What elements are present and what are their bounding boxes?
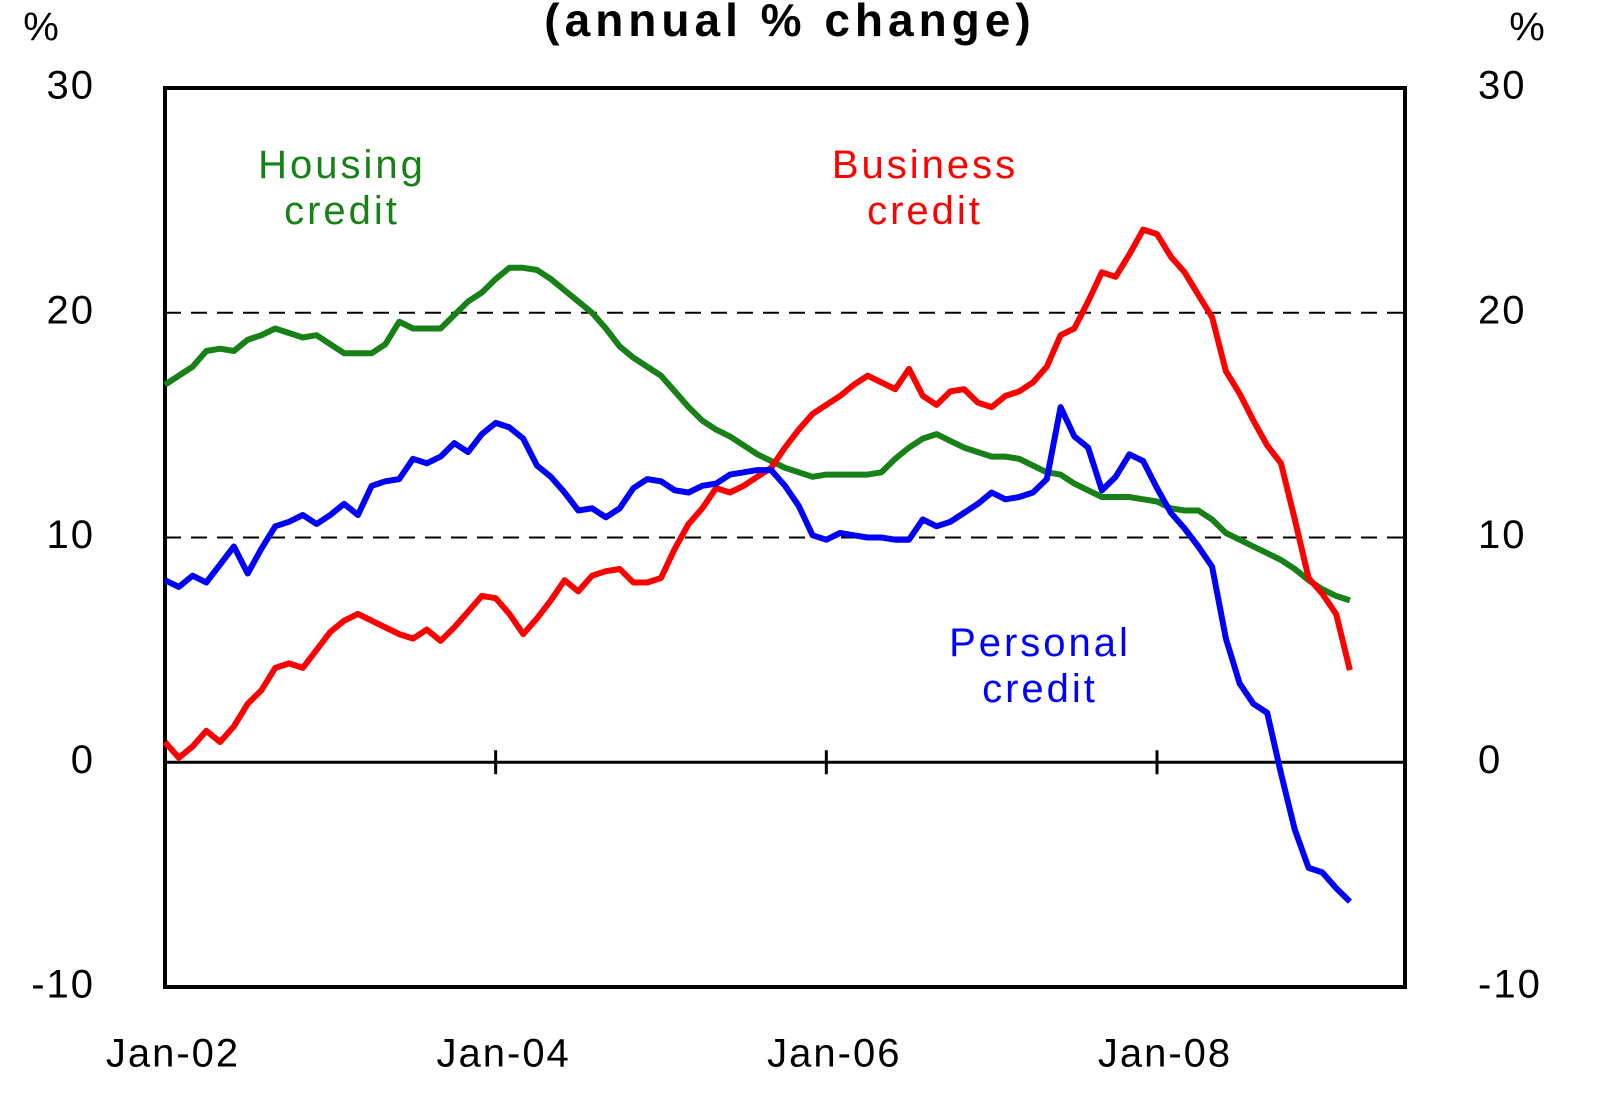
series-label: Business credit (831, 143, 1019, 233)
y2-tick-label: 30 (1478, 64, 1527, 108)
chart-title: (annual % change) (544, 0, 1035, 46)
y-tick-label: 30 (47, 64, 96, 108)
plot-border (163, 86, 1407, 989)
y2-tick-label: -10 (1478, 963, 1542, 1007)
x-tick-label: Jan-04 (437, 1032, 571, 1076)
x-tick-label: Jan-06 (767, 1032, 901, 1076)
series-line (163, 264, 1351, 604)
y2-axis-label: % (1509, 6, 1547, 50)
x-tick-label: Jan-08 (1098, 1032, 1232, 1076)
y-axis-label: % (23, 6, 61, 50)
series-line (162, 226, 1353, 761)
y-tick-label: 20 (47, 288, 96, 332)
y2-tick-label: 20 (1478, 288, 1527, 332)
y-tick-label: 10 (47, 513, 96, 557)
y-tick-label: -10 (31, 963, 95, 1007)
series-line (163, 404, 1352, 904)
series-label: Housing credit (258, 143, 426, 233)
y2-tick-label: 10 (1478, 513, 1527, 557)
y-tick-label: 0 (71, 738, 95, 782)
y2-tick-label: 0 (1478, 738, 1502, 782)
series-label: Personal credit (949, 621, 1131, 711)
x-tick-label: Jan-02 (106, 1032, 240, 1076)
